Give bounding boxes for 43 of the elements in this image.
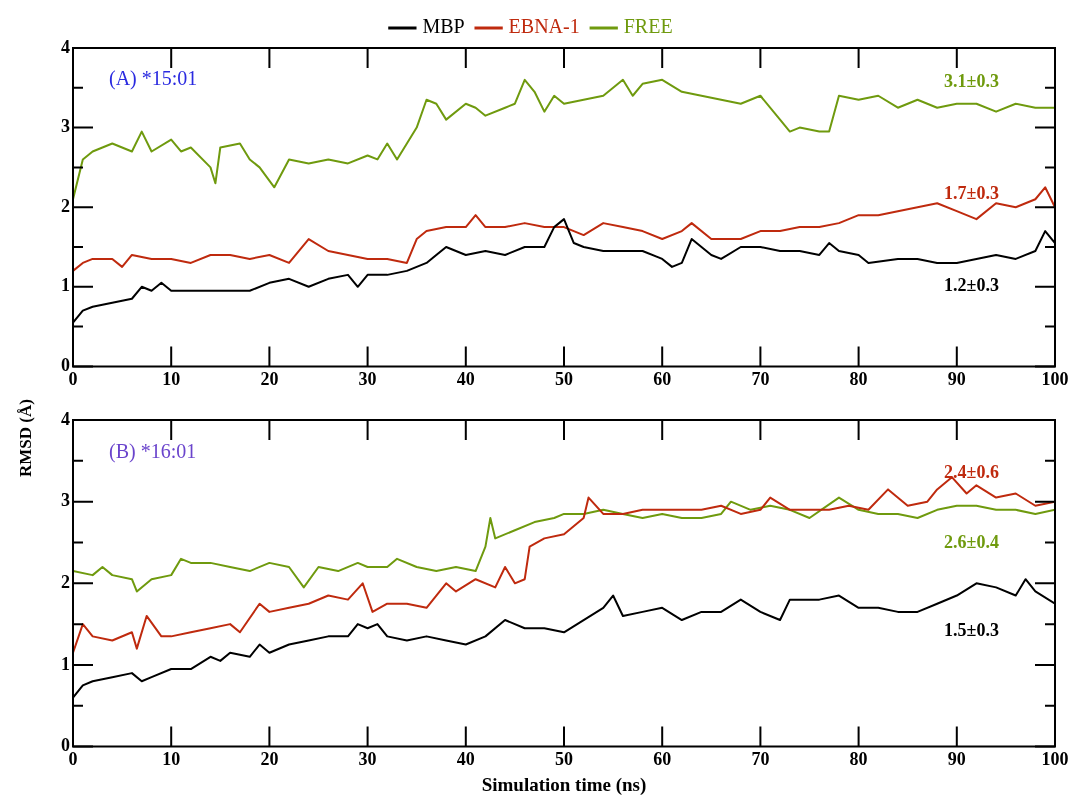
x-tick-label: 50 [555,368,573,389]
x-tick-label: 100 [1041,749,1069,770]
annotation: 3.1±0.3 [944,70,999,91]
y-tick-label: 0 [61,735,70,756]
x-tick-label: 100 [1041,368,1069,389]
annotation: 1.2±0.3 [944,275,999,296]
x-tick-label: 40 [456,749,475,770]
y-axis-title: RMSD (Å) [16,399,36,477]
legend-label: EBNA-1 [508,15,580,38]
x-tick-label: 90 [947,368,966,389]
y-tick-label: 3 [61,490,70,511]
y-tick-label: 1 [61,653,70,674]
annotation: 2.6±0.4 [944,532,999,553]
x-tick-label: 90 [947,749,966,770]
x-tick-label: 50 [555,749,573,770]
x-tick-label: 80 [849,749,868,770]
annotation: 1.5±0.3 [944,619,999,640]
y-tick-label: 0 [61,355,70,376]
x-tick-label: 60 [653,368,672,389]
legend-label: FREE [623,15,673,38]
y-tick-label: 2 [61,571,70,592]
x-tick-label: 30 [358,368,377,389]
y-tick-label: 1 [61,275,70,296]
y-tick-label: 4 [61,36,70,57]
x-tick-label: 30 [358,749,377,770]
text: (B) *16:01 [109,439,197,463]
x-tick-label: 20 [260,368,279,389]
annotation: 1.7±0.3 [944,183,999,204]
legend-label: MBP [422,15,465,38]
y-tick-label: 3 [61,116,70,137]
x-tick-label: 70 [751,368,770,389]
y-tick-label: 4 [61,408,70,429]
text: (A) *15:01 [109,67,198,91]
annotation: 2.4±0.6 [944,461,999,482]
x-tick-label: 60 [653,749,672,770]
y-tick-label: 2 [61,195,70,216]
x-axis-title: Simulation time (ns) [481,773,647,796]
x-tick-label: 70 [751,749,770,770]
x-tick-label: 20 [260,749,279,770]
x-tick-label: 10 [162,368,181,389]
x-tick-label: 40 [456,368,475,389]
x-tick-label: 80 [849,368,868,389]
x-tick-label: 10 [162,749,181,770]
